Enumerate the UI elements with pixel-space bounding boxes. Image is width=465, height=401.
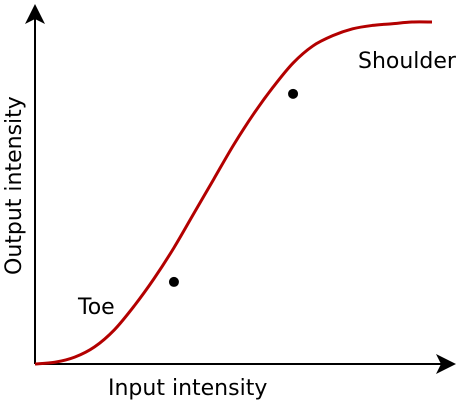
shoulder-annotation: Shoulder [358,49,457,74]
curve-points [168,88,299,287]
curve-point-1 [168,276,179,287]
tone-curve-line [34,20,433,366]
curve-point-2 [288,88,299,99]
x-axis-label: Input intensity [108,376,267,401]
toe-annotation: Toe [77,295,115,320]
y-axis-label: Output intensity [2,96,27,275]
